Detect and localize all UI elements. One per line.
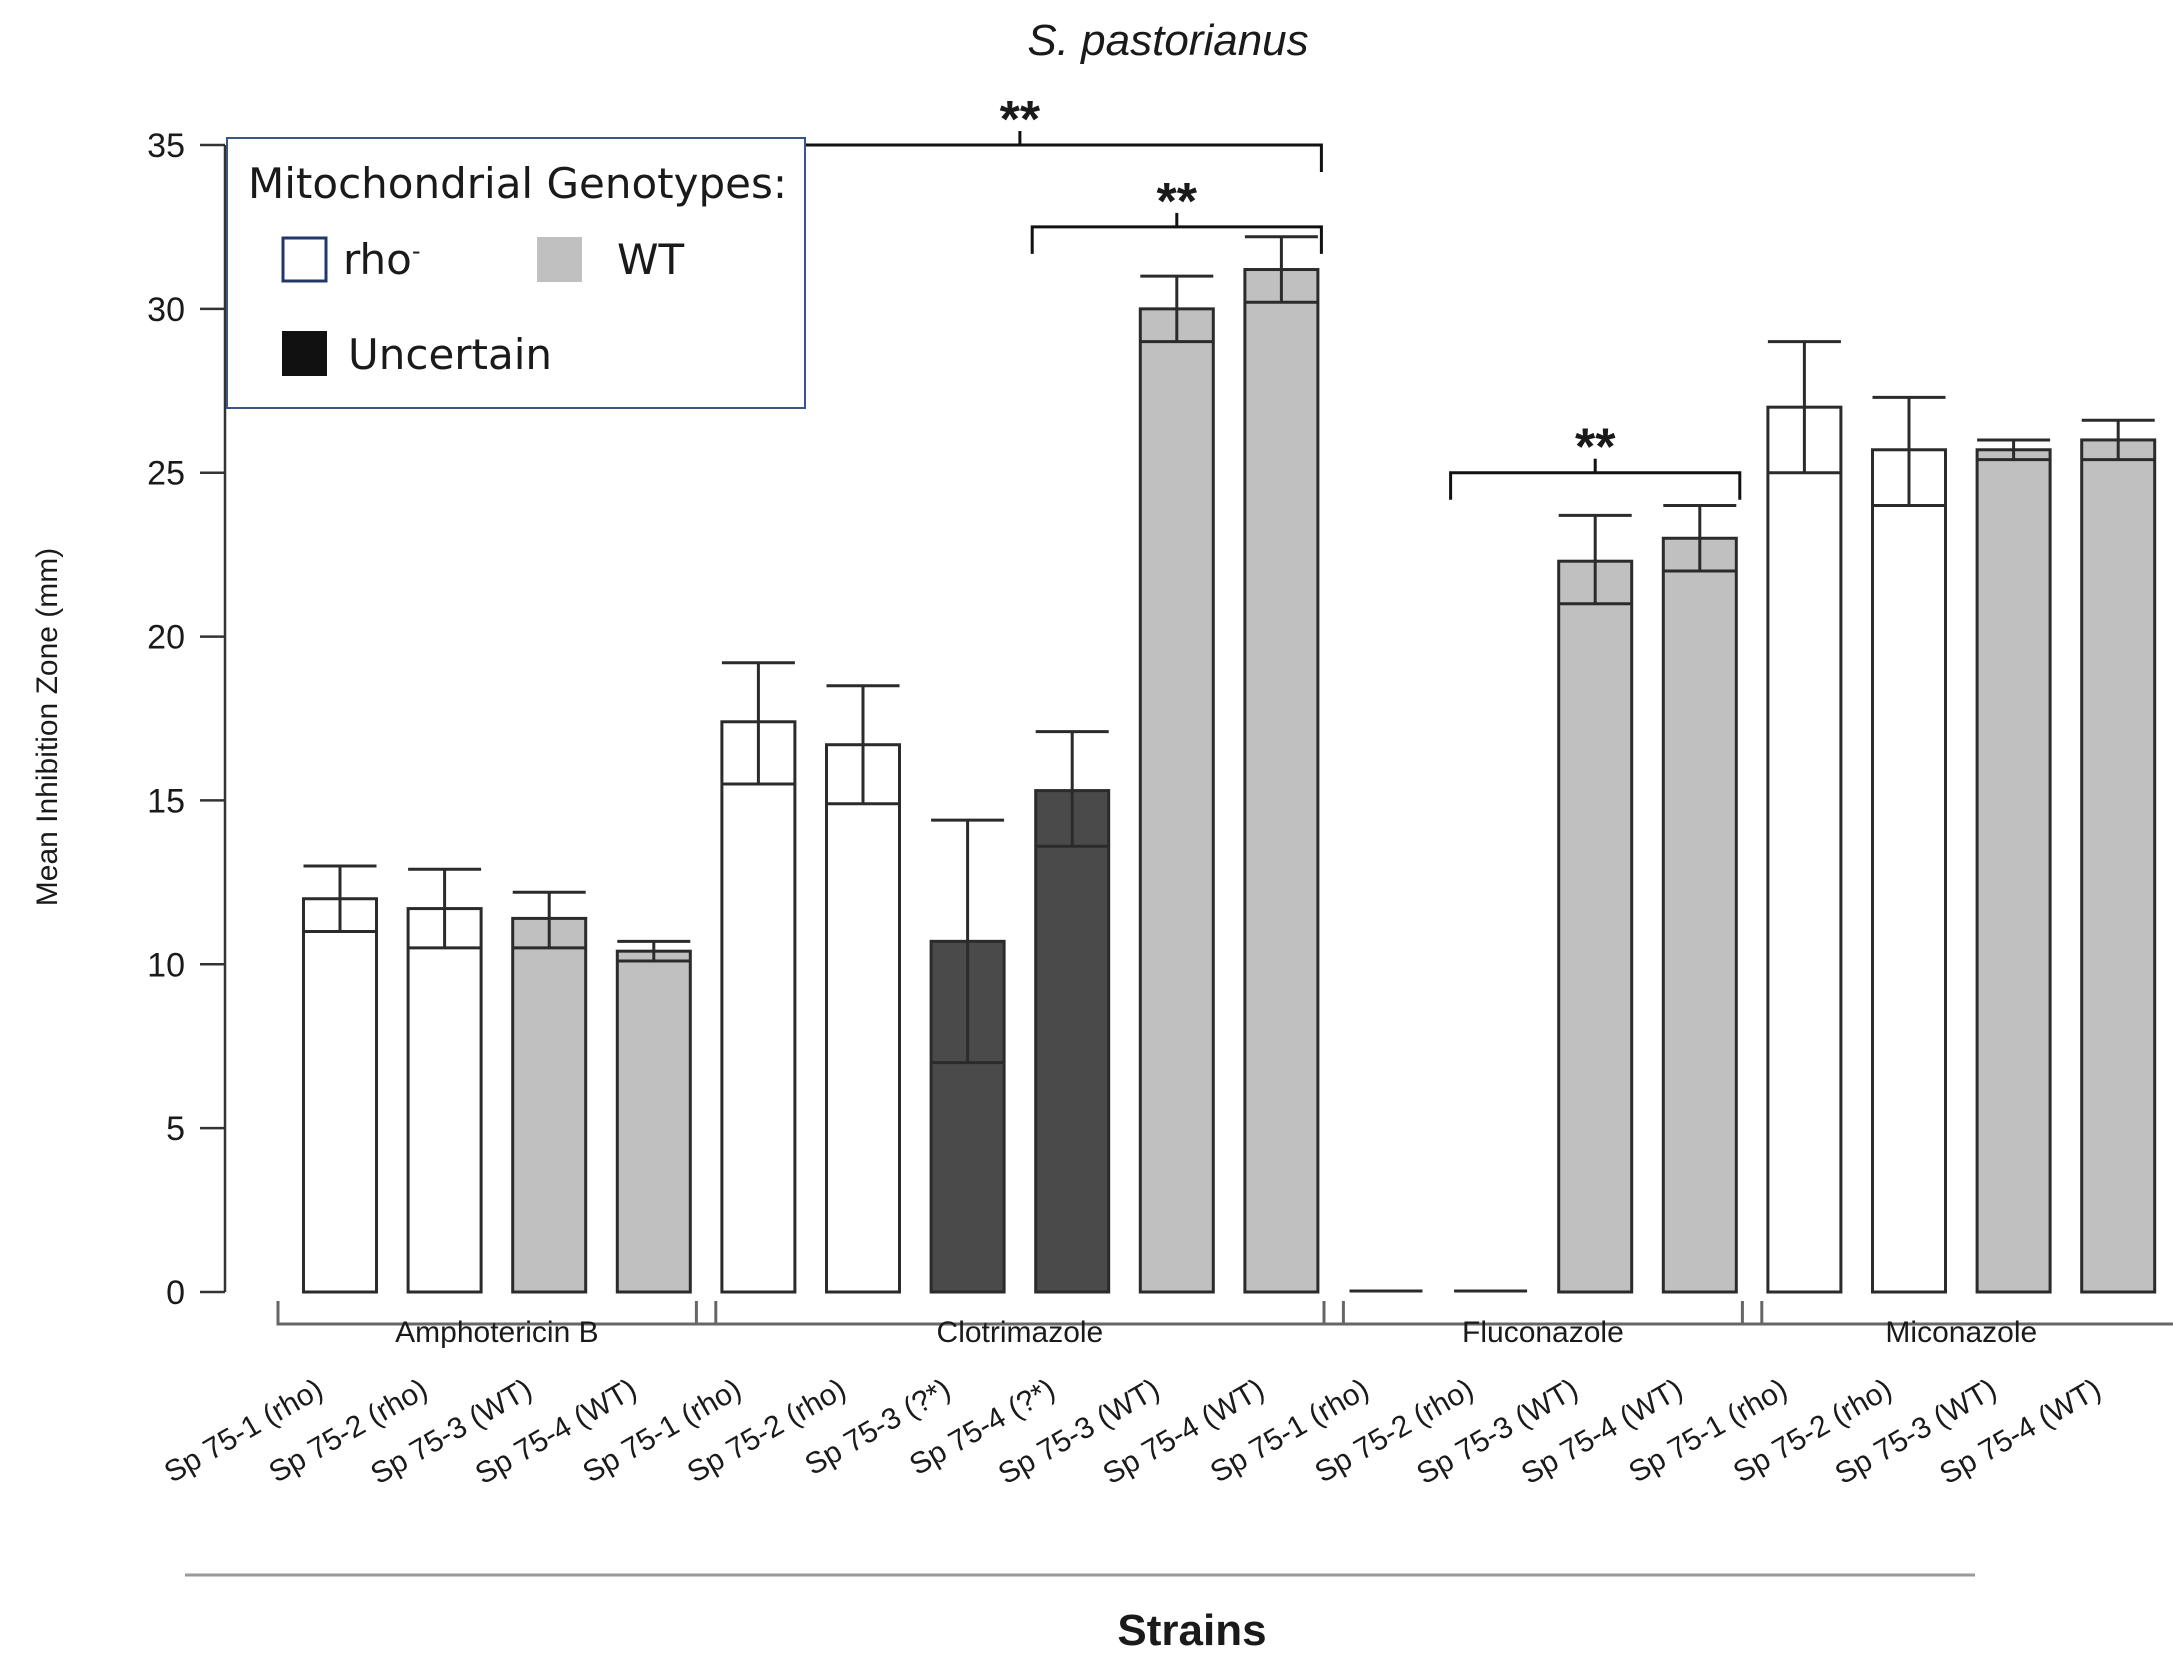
bar xyxy=(720,661,797,1294)
bar-rect xyxy=(2080,438,2157,1294)
bar xyxy=(2080,418,2157,1294)
y-tick-label: 0 xyxy=(166,1274,185,1312)
bar-rect xyxy=(406,907,483,1294)
bar xyxy=(1557,513,1634,1294)
bar-rect xyxy=(929,939,1006,1294)
legend-label-rho-sup: - xyxy=(412,237,421,265)
x-tick-labels: Sp 75-1 (rho)Sp 75-2 (rho)Sp 75-3 (WT)Sp… xyxy=(159,1372,2107,1491)
group-label: Fluconazole xyxy=(1462,1316,1624,1349)
bar xyxy=(929,818,1006,1294)
y-tick-label: 25 xyxy=(147,455,185,493)
legend: Mitochondrial Genotypes: rho- WT Uncerta… xyxy=(226,137,806,409)
group-label: Miconazole xyxy=(1885,1316,2037,1349)
bar xyxy=(1243,235,1320,1294)
legend-title: Mitochondrial Genotypes: xyxy=(248,159,787,208)
bar-rect xyxy=(615,949,692,1294)
significance-bracket xyxy=(1030,225,1323,254)
legend-swatch-rho xyxy=(281,236,328,283)
group-bracket xyxy=(1322,1301,1764,1326)
bar xyxy=(1975,438,2052,1294)
legend-swatch-wt xyxy=(537,237,582,282)
bar xyxy=(1661,503,1738,1294)
legend-label-rho: rho- xyxy=(343,235,421,284)
bar xyxy=(1766,340,1843,1294)
bar-rect xyxy=(825,743,901,1294)
group-bracket xyxy=(1740,1301,2173,1326)
bar-rect xyxy=(1871,448,1947,1294)
bar-rect xyxy=(302,897,378,1294)
bar-rect xyxy=(1243,268,1320,1294)
legend-label-rho-text: rho xyxy=(343,235,412,284)
bar-rect xyxy=(1975,448,2052,1294)
legend-label-uncertain: Uncertain xyxy=(348,330,552,379)
significance-label: ** xyxy=(1000,91,1041,149)
bar-rect xyxy=(511,916,588,1294)
bar xyxy=(1871,395,1947,1294)
y-tick-label: 5 xyxy=(166,1110,185,1148)
bar xyxy=(1138,274,1215,1294)
bar xyxy=(302,864,378,1294)
bar xyxy=(825,684,901,1294)
bar-rect xyxy=(1034,789,1111,1294)
bar xyxy=(406,867,483,1294)
legend-label-wt: WT xyxy=(617,235,685,284)
group-brackets: Amphotericin B Clotrimazole Fluconazole Mic… xyxy=(276,1301,2173,1349)
bar-rect xyxy=(1557,559,1634,1294)
y-axis: 0 5 10 15 20 25 30 35 xyxy=(147,127,227,1312)
bars-layer xyxy=(302,235,2157,1294)
group-label: Amphotericin B xyxy=(395,1316,598,1349)
bar-rect xyxy=(1138,307,1215,1294)
group-bracket xyxy=(276,1301,718,1326)
significance-bracket xyxy=(1449,471,1742,500)
significance-label: ** xyxy=(1575,419,1616,477)
bar-rect xyxy=(1766,405,1843,1294)
chart-title: S. pastorianus xyxy=(1027,16,1308,65)
significance-brackets: ** ** ** xyxy=(716,91,1742,500)
bar-rect xyxy=(720,720,797,1294)
significance-bracket xyxy=(716,143,1323,172)
bar-rect xyxy=(1661,536,1738,1294)
y-tick-label: 15 xyxy=(147,782,185,820)
bar xyxy=(511,890,588,1294)
x-axis-label: Strains xyxy=(1117,1606,1266,1655)
y-tick-label: 20 xyxy=(147,619,185,657)
group-label: Clotrimazole xyxy=(937,1316,1104,1349)
y-axis-label: Mean Inhibition Zone (mm) xyxy=(31,548,64,906)
y-tick-label: 10 xyxy=(147,946,185,984)
y-tick-label: 35 xyxy=(147,127,185,165)
significance-label: ** xyxy=(1157,173,1198,231)
bar xyxy=(615,939,692,1294)
legend-swatch-uncertain xyxy=(282,331,327,376)
bar xyxy=(1034,730,1111,1294)
y-tick-label: 30 xyxy=(147,291,185,329)
group-bracket xyxy=(694,1301,1345,1326)
